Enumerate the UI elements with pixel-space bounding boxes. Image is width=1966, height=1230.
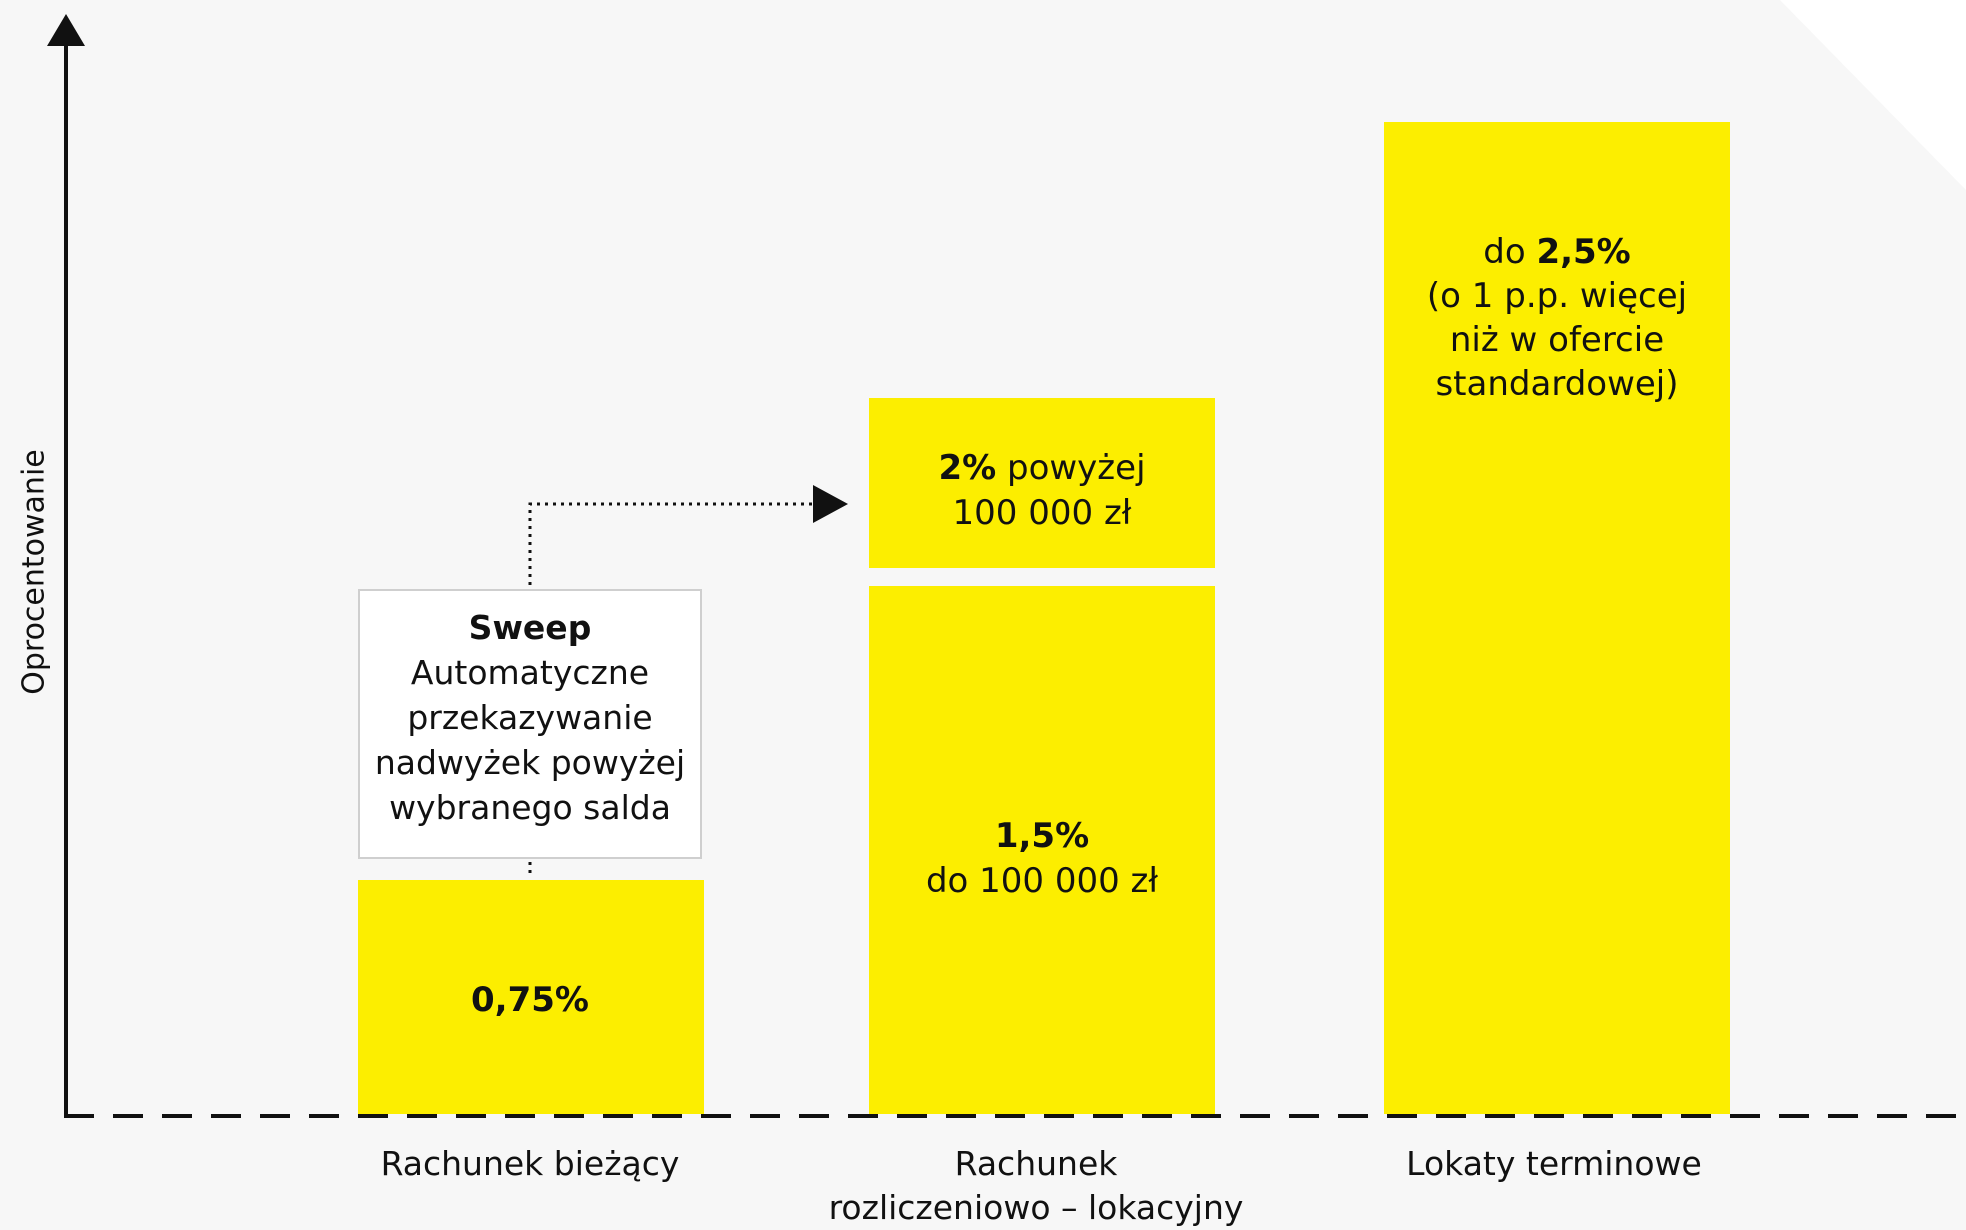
sweep-desc-line: nadwyżek powyżej	[374, 743, 686, 782]
bar-value: 2%	[938, 448, 997, 488]
bar-note-line: niż w ofercie	[1449, 320, 1665, 360]
bar-label-rozliczeniowo-upper: 2% powyżej 100 000 zł	[869, 446, 1215, 536]
corner-decoration	[1780, 0, 1966, 190]
bar-label-lokaty-terminowe: do 2,5% (o 1 p.p. więcej niż w ofercie s…	[1384, 230, 1730, 406]
bar-rachunek-rozliczeniowo-lower	[869, 586, 1215, 1114]
sweep-connector-path	[528, 502, 818, 585]
bar-value-prefix: do	[1483, 232, 1537, 272]
bar-rachunek-rozliczeniowo-upper	[869, 398, 1215, 568]
bar-label-rachunek-biezacy: 0,75%	[358, 978, 702, 1023]
y-axis-arrowhead-icon	[47, 14, 85, 46]
bar-value-note: do 100 000 zł	[925, 861, 1159, 901]
bar-note-line: standardowej)	[1435, 364, 1679, 404]
bar-value-note: 100 000 zł	[952, 493, 1132, 533]
bar-note-line: (o 1 p.p. więcej	[1426, 276, 1688, 316]
bar-rachunek-biezacy	[358, 880, 704, 1114]
bar-value: 2,5%	[1536, 232, 1631, 272]
sweep-desc-line: wybranego salda	[389, 788, 671, 827]
category-label-line: rozliczeniowo – lokacyjny	[828, 1188, 1244, 1227]
sweep-desc-line: przekazywanie	[407, 698, 653, 737]
bar-value: 0,75%	[471, 980, 589, 1020]
sweep-arrow-icon	[813, 485, 848, 523]
category-label-line: Lokaty terminowe	[1406, 1144, 1702, 1183]
bar-lokaty-terminowe	[1384, 122, 1730, 1114]
category-label-rachunek-biezacy: Rachunek bieżący	[320, 1142, 740, 1186]
sweep-annotation-box: Sweep Automatyczne przekazywanie nadwyże…	[358, 589, 702, 859]
sweep-title: Sweep	[468, 608, 592, 647]
y-axis-label: Oprocentowanie	[16, 449, 52, 695]
bar-label-rozliczeniowo-lower: 1,5% do 100 000 zł	[869, 814, 1215, 904]
category-label-line: Rachunek	[954, 1144, 1118, 1183]
category-label-lokaty: Lokaty terminowe	[1344, 1142, 1764, 1186]
bar-value: 1,5%	[994, 816, 1090, 856]
bar-value-suffix: powyżej	[996, 448, 1146, 488]
category-label-line: Rachunek bieżący	[380, 1144, 680, 1183]
sweep-desc-line: Automatyczne	[410, 653, 650, 692]
category-label-rozliczeniowo: Rachunek rozliczeniowo – lokacyjny	[826, 1142, 1246, 1230]
